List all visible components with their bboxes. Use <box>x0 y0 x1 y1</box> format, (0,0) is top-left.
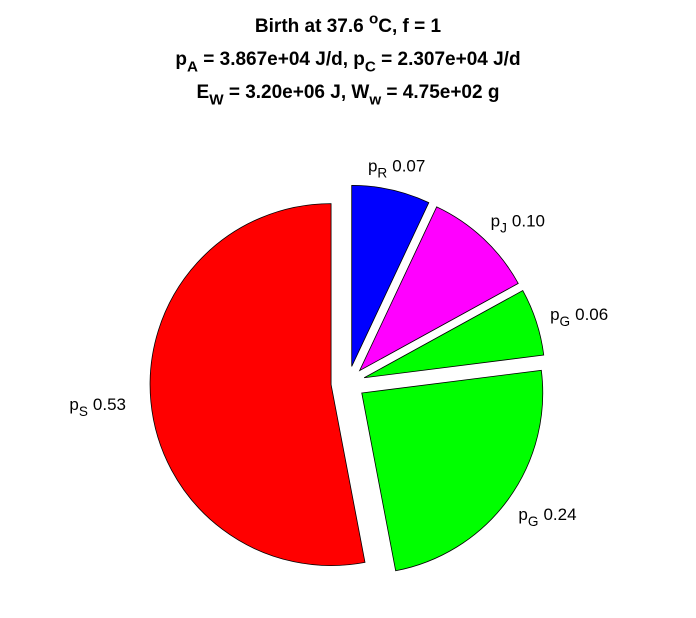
text-sub: J <box>500 220 507 235</box>
text-sub: C <box>365 59 376 76</box>
slice-value: 0.07 <box>392 156 425 175</box>
text-sub: G <box>560 314 571 329</box>
text-piece: = 2.307e+04 J/d <box>376 49 521 70</box>
slice-label: pJ 0.10 <box>491 211 545 235</box>
pie-slice <box>361 369 544 572</box>
slice-label: pS 0.53 <box>69 395 126 419</box>
text-piece: p <box>69 395 78 414</box>
text-piece: p <box>175 49 187 70</box>
text-sub: W <box>209 92 224 109</box>
text-piece: Birth at 37.6 <box>255 16 369 37</box>
pie-slice <box>351 185 430 367</box>
text-sub: w <box>368 92 381 109</box>
slice-value: 0.53 <box>93 395 126 414</box>
pie-slice <box>358 206 519 372</box>
text-piece: p <box>550 305 559 324</box>
text-piece: = 3.867e+04 J/d, p <box>198 49 365 70</box>
text-sub: R <box>377 165 387 180</box>
slice-label: pG 0.24 <box>518 505 576 529</box>
slice-label: pR 0.07 <box>368 156 425 180</box>
text-piece: p <box>491 211 500 230</box>
chart-title: Birth at 37.6 oC, f = 1 <box>255 10 442 37</box>
text-sub: G <box>528 514 539 529</box>
slice-value: 0.24 <box>543 505 576 524</box>
text-sup: o <box>369 10 378 27</box>
text-piece: = 4.75e+02 g <box>381 82 499 103</box>
text-sub: S <box>79 404 88 419</box>
slice-value: 0.10 <box>512 211 545 230</box>
text-piece: C, f = 1 <box>378 16 441 37</box>
slice-value: 0.06 <box>575 305 608 324</box>
text-piece: p <box>518 505 527 524</box>
text-piece: E <box>197 82 210 103</box>
slice-label: pG 0.06 <box>550 305 608 329</box>
pie-slice <box>363 290 545 379</box>
text-piece: = 3.20e+06 J, W <box>224 82 370 103</box>
chart-title: pA = 3.867e+04 J/d, pC = 2.307e+04 J/d <box>175 49 520 76</box>
text-sub: A <box>187 59 198 76</box>
pie-slice <box>149 203 366 566</box>
chart-title: EW = 3.20e+06 J, Ww = 4.75e+02 g <box>197 82 500 109</box>
text-piece: p <box>368 156 377 175</box>
